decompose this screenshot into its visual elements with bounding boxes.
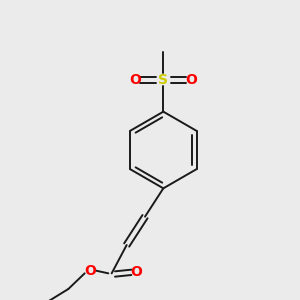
Text: O: O <box>186 73 198 87</box>
Text: S: S <box>158 73 168 87</box>
Text: O: O <box>131 265 142 279</box>
Text: O: O <box>84 264 96 278</box>
Text: O: O <box>129 73 141 87</box>
